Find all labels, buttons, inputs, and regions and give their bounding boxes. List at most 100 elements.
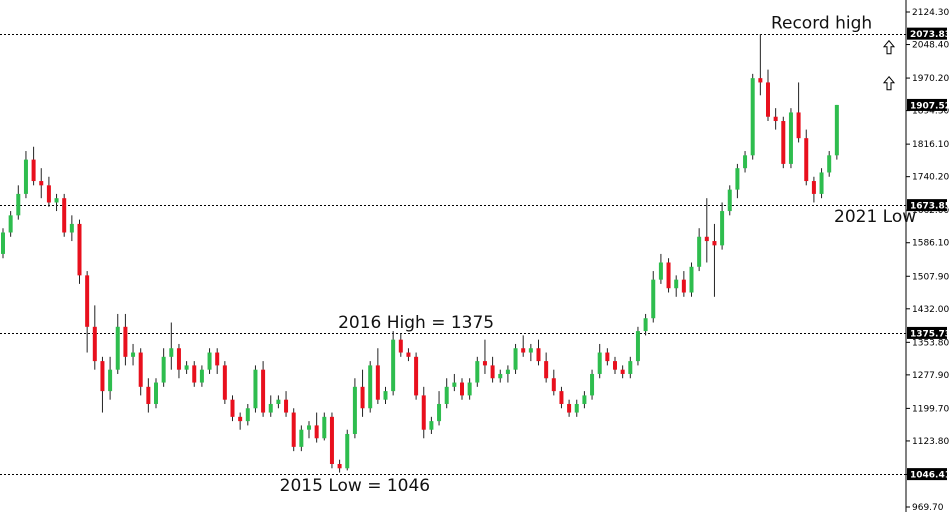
candle-body	[62, 198, 67, 233]
candle-body	[154, 382, 158, 404]
candle-body	[513, 348, 518, 370]
candle-body	[406, 352, 411, 357]
candle-body	[796, 112, 801, 139]
candle-body	[131, 352, 136, 357]
candle-body	[674, 279, 679, 289]
candle-body	[391, 339, 396, 392]
candle-body	[498, 373, 503, 379]
candle	[299, 425, 304, 452]
candle	[368, 361, 373, 413]
candle-body	[834, 104, 839, 156]
annotations: Record high 2021 Low 2016 High = 1375 2015 …	[280, 14, 917, 496]
candle	[62, 193, 67, 237]
candle	[253, 365, 258, 413]
candle	[750, 73, 755, 160]
candle-body	[215, 352, 220, 366]
candle-body	[245, 408, 250, 422]
up-arrow-icon	[882, 39, 896, 55]
candle-body	[712, 241, 717, 246]
candle-body	[437, 403, 442, 422]
candle	[391, 331, 396, 396]
candle-body	[77, 223, 82, 276]
candle	[704, 198, 709, 263]
candle-body	[505, 369, 510, 374]
candle-body	[429, 421, 434, 430]
candle	[460, 378, 464, 400]
candle	[184, 361, 189, 374]
candle-body	[460, 382, 464, 396]
candle	[773, 108, 778, 130]
candle	[551, 369, 556, 396]
candle	[222, 361, 227, 404]
candle-body	[811, 181, 816, 194]
candle	[230, 395, 235, 422]
candle	[268, 395, 273, 417]
candle	[69, 215, 74, 242]
candle	[406, 348, 411, 362]
candle-body	[421, 395, 426, 430]
candle	[635, 326, 640, 366]
candle-body	[161, 356, 166, 383]
tick-label: 1199.70	[912, 404, 949, 414]
annotation-label: Record high	[771, 14, 872, 34]
level-badge: 1375.73	[907, 326, 951, 339]
candle-body	[322, 416, 327, 439]
candle-body	[490, 365, 495, 379]
candle-body	[307, 425, 311, 430]
candle-body	[819, 172, 824, 194]
candle-body	[620, 369, 625, 374]
candle	[360, 369, 365, 417]
candle-body	[230, 399, 235, 417]
candle	[651, 271, 656, 323]
candle-body	[222, 365, 227, 400]
candle	[827, 151, 832, 177]
candle	[620, 365, 625, 379]
candle	[291, 408, 296, 452]
candle-body	[360, 386, 365, 409]
candle-body	[658, 262, 663, 280]
candle-body	[628, 361, 633, 374]
candle-body	[199, 369, 204, 383]
candle-body	[31, 159, 36, 182]
candle	[452, 373, 457, 392]
level-badge-box	[907, 98, 947, 111]
candle	[674, 275, 679, 297]
candle	[245, 403, 250, 426]
candle	[31, 146, 36, 186]
candle	[146, 378, 151, 413]
candle-body	[758, 78, 763, 83]
candle	[567, 399, 572, 417]
candle	[429, 416, 434, 434]
level-badge-label: 1046.41	[910, 471, 951, 481]
candle	[261, 361, 266, 417]
candle	[490, 356, 495, 383]
tick-label: 1970.20	[912, 74, 949, 84]
candle-body	[635, 331, 640, 362]
candle	[613, 356, 617, 374]
candle	[643, 313, 648, 336]
candle-body	[444, 386, 449, 404]
candle	[544, 352, 549, 383]
candle	[1, 228, 5, 259]
candle	[176, 343, 181, 379]
price-axis: 2124.30 2048.40 1970.20 1894.30 1816.10 1740.…	[906, 8, 951, 513]
tick-label: 1277.90	[912, 371, 949, 381]
candle-body	[184, 365, 189, 370]
level-badge: 1046.41	[907, 468, 951, 481]
up-arrow-icon	[882, 75, 896, 91]
candle-body	[521, 348, 526, 353]
candle-body	[123, 326, 128, 357]
candle-body	[352, 386, 357, 434]
candle-body	[666, 262, 671, 289]
candle	[161, 348, 166, 387]
candle-body	[781, 121, 786, 164]
candle	[284, 391, 289, 417]
candle-body	[383, 391, 388, 400]
candle	[628, 356, 633, 379]
candle	[811, 176, 816, 203]
candle	[475, 356, 480, 387]
candles	[1, 33, 839, 473]
candle-body	[146, 386, 151, 404]
tick-label: 2048.40	[912, 41, 949, 51]
tick-label: 1586.10	[912, 239, 949, 249]
